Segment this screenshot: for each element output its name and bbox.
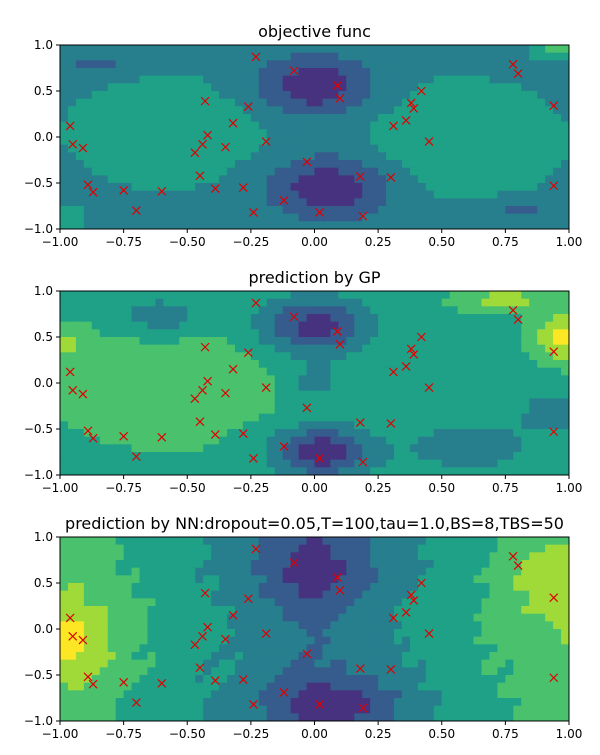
x-tick-label: −0.25 xyxy=(232,727,269,741)
y-tick-label: 1.0 xyxy=(34,284,53,298)
x-tick-label: 0.00 xyxy=(301,235,328,249)
chart-panel-1: objective func −1.00 −0.75 −0.50 −0.25 0.00 0.… xyxy=(24,22,583,249)
y-tick-label: 0.5 xyxy=(34,330,53,344)
x-tick-label: −0.50 xyxy=(169,481,206,495)
x-tick-label: −0.75 xyxy=(105,727,142,741)
x-tick-label: 0.25 xyxy=(365,727,392,741)
y-tick-label: 0.0 xyxy=(34,622,53,636)
x-tick-label: −0.50 xyxy=(169,235,206,249)
x-tick-label: 1.00 xyxy=(556,727,583,741)
y-tick-label: 0.5 xyxy=(34,576,53,590)
x-tick-label: −1.00 xyxy=(42,235,79,249)
x-tick-label: 0.50 xyxy=(428,235,455,249)
x-tick-label: 0.75 xyxy=(492,235,519,249)
x-tick-label: 0.00 xyxy=(301,727,328,741)
x-tick-label: −0.25 xyxy=(232,481,269,495)
y-tick-label: −1.0 xyxy=(24,714,53,728)
x-tick-label: 0.75 xyxy=(492,727,519,741)
x-tick-label: −0.75 xyxy=(105,235,142,249)
y-tick-label: 1.0 xyxy=(34,38,53,52)
contour-field xyxy=(60,537,570,722)
x-tick-label: 0.00 xyxy=(301,481,328,495)
y-tick-label: −1.0 xyxy=(24,222,53,236)
y-tick-label: 0.0 xyxy=(34,130,53,144)
contour-field xyxy=(60,45,570,230)
chart-title: prediction by NN:dropout=0.05,T=100,tau=… xyxy=(65,514,564,533)
y-tick-label: 1.0 xyxy=(34,530,53,544)
x-tick-label: 0.50 xyxy=(428,727,455,741)
y-tick-label: −0.5 xyxy=(24,176,53,190)
x-tick-label: 0.75 xyxy=(492,481,519,495)
x-tick-label: −0.25 xyxy=(232,235,269,249)
y-tick-label: 0.5 xyxy=(34,84,53,98)
chart-panel-3: prediction by NN:dropout=0.05,T=100,tau=… xyxy=(24,514,583,741)
contour-field xyxy=(60,291,570,476)
x-tick-label: −0.75 xyxy=(105,481,142,495)
x-tick-label: 1.00 xyxy=(556,235,583,249)
x-tick-label: 0.50 xyxy=(428,481,455,495)
x-tick-label: 1.00 xyxy=(556,481,583,495)
chart-title: objective func xyxy=(258,22,371,41)
x-tick-label: −1.00 xyxy=(42,727,79,741)
y-tick-label: −0.5 xyxy=(24,668,53,682)
y-tick-label: −0.5 xyxy=(24,422,53,436)
y-tick-label: −1.0 xyxy=(24,468,53,482)
x-tick-label: −1.00 xyxy=(42,481,79,495)
chart-title: prediction by GP xyxy=(248,268,380,287)
x-tick-label: 0.25 xyxy=(365,481,392,495)
x-tick-label: −0.50 xyxy=(169,727,206,741)
y-tick-label: 0.0 xyxy=(34,376,53,390)
x-tick-label: 0.25 xyxy=(365,235,392,249)
